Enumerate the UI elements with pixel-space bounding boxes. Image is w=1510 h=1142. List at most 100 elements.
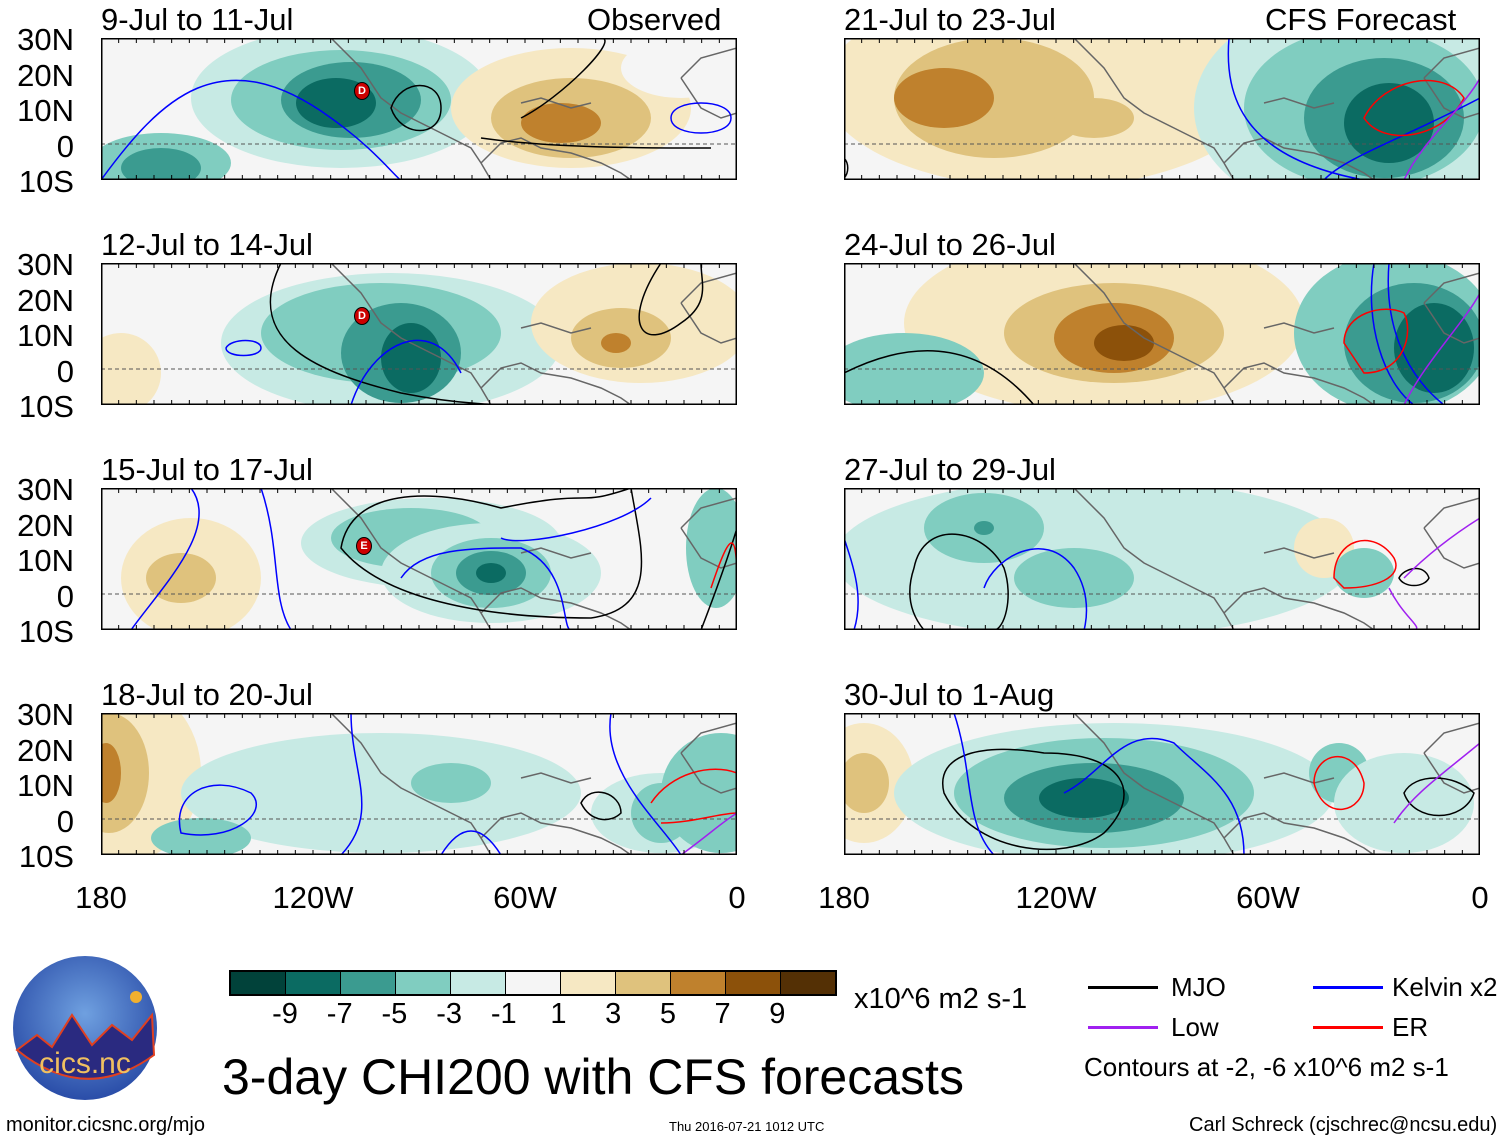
anomaly-region: [151, 818, 251, 855]
contour-line: [1403, 777, 1475, 817]
colorbar-tick-label: 3: [605, 998, 622, 1030]
lon-label: 120W: [272, 880, 354, 915]
map-panel: [101, 713, 737, 855]
contour-line: [670, 102, 732, 134]
contour-line: [844, 350, 1035, 405]
lon-label: 60W: [493, 880, 557, 915]
anomaly-region: [621, 38, 737, 98]
cfs-forecast-label: CFS Forecast: [1265, 2, 1457, 37]
contour-line: [390, 84, 442, 132]
contour-line: [1333, 539, 1397, 589]
lat-label: 0: [56, 578, 74, 614]
legend-kelvin-line: [1313, 986, 1383, 989]
legend-mjo-line: [1088, 986, 1158, 989]
anomaly-region: [844, 333, 984, 405]
cicsnc-logo: cics.nc: [13, 956, 157, 1100]
footer-author: Carl Schreck (cjschrec@ncsu.edu): [1189, 1114, 1498, 1136]
contour-line: [350, 339, 462, 405]
contour-line: [983, 547, 1088, 630]
contour-line: [1313, 755, 1365, 811]
lat-label: 0: [56, 128, 74, 164]
coastline: [1073, 713, 1480, 855]
colorbar-tick-label: -7: [326, 998, 353, 1030]
anomaly-region: [101, 743, 121, 803]
colorbar-swatch: [451, 972, 506, 994]
storm-marker: D: [354, 307, 370, 325]
anomaly-region: [601, 333, 631, 353]
panel-title: 27-Jul to 29-Jul: [844, 452, 1056, 487]
colorbar-swatch: [616, 972, 671, 994]
map-panel: [101, 488, 737, 630]
anomaly-region: [1344, 83, 1434, 163]
anomaly-region: [894, 68, 994, 128]
panel-title: 9-Jul to 11-Jul: [101, 2, 294, 37]
anomaly-region: [661, 733, 737, 853]
anomaly-region: [101, 713, 149, 833]
lat-label: 30N: [17, 22, 74, 57]
colorbar-swatch: [506, 972, 561, 994]
anomaly-region: [1014, 548, 1134, 608]
coastline: [330, 488, 737, 630]
colorbar-swatch: [231, 972, 286, 994]
lat-label: 10N: [17, 768, 74, 803]
anomaly-region: [476, 563, 506, 583]
colorbar-tick-label: -1: [490, 998, 517, 1030]
contour-line: [1063, 737, 1245, 855]
contour-line: [1398, 567, 1430, 587]
colorbar-units: x10^6 m2 s-1: [854, 983, 1028, 1015]
panel-title: 24-Jul to 26-Jul: [844, 227, 1056, 262]
storm-marker: D: [354, 82, 370, 100]
lon-label: 60W: [1236, 880, 1300, 915]
panel-title: 21-Jul to 23-Jul: [844, 2, 1056, 37]
coastline: [330, 713, 737, 855]
coastline: [1073, 488, 1480, 630]
contour-line: [520, 38, 606, 119]
contour-line: [1370, 263, 1445, 405]
contour-line: [638, 263, 704, 336]
lon-label: 180: [75, 880, 127, 915]
colorbar-tick-label: -9: [272, 998, 298, 1030]
anomaly-region: [121, 148, 201, 180]
colorbar-swatch: [561, 972, 616, 994]
figure-title: 3-day CHI200 with CFS forecasts: [222, 1049, 964, 1105]
contour-line: [953, 713, 995, 855]
legend-low: Low: [1171, 1012, 1219, 1042]
coastline: [1073, 263, 1480, 405]
legend-low-line: [1088, 1026, 1158, 1029]
legend-er: ER: [1392, 1012, 1429, 1042]
panel-title: 30-Jul to 1-Aug: [844, 677, 1055, 712]
lat-label: 20N: [17, 282, 74, 318]
lat-label: 10S: [18, 839, 74, 874]
contour-line: [909, 533, 1009, 630]
lat-label: 10S: [18, 389, 74, 424]
contour-line: [178, 784, 257, 836]
lat-label: 20N: [17, 507, 74, 543]
anomaly-region: [1334, 548, 1394, 598]
contour-line: [1343, 308, 1409, 374]
lat-label: 10N: [17, 93, 74, 128]
lat-label: 30N: [17, 247, 74, 282]
map-panel: [844, 263, 1480, 405]
legend-kelvin: Kelvin x2: [1392, 972, 1498, 1002]
contour-line: [941, 748, 1125, 851]
legend-mjo: MJO: [1171, 972, 1226, 1002]
lon-label: 0: [728, 880, 746, 915]
anomaly-region: [381, 323, 441, 393]
contour-line: [580, 791, 622, 821]
colorbar-swatch: [781, 972, 835, 994]
anomaly-region: [1094, 325, 1154, 361]
colorbar-swatch: [671, 972, 726, 994]
footer-timestamp: Thu 2016-07-21 1012 UTC: [669, 1119, 825, 1134]
anomaly-region: [146, 553, 216, 603]
contour-line: [1363, 79, 1465, 137]
anomaly-region: [974, 521, 994, 535]
contour-line: [101, 79, 421, 180]
contour-line: [480, 137, 712, 149]
colorbar-swatch: [396, 972, 451, 994]
contour-line: [700, 527, 737, 630]
map-panel: [844, 713, 1480, 855]
lat-label: 30N: [17, 697, 74, 732]
contour-line: [650, 768, 737, 824]
anomaly-region: [1039, 778, 1129, 818]
footer-url[interactable]: monitor.cicsnc.org/mjo: [6, 1114, 205, 1136]
